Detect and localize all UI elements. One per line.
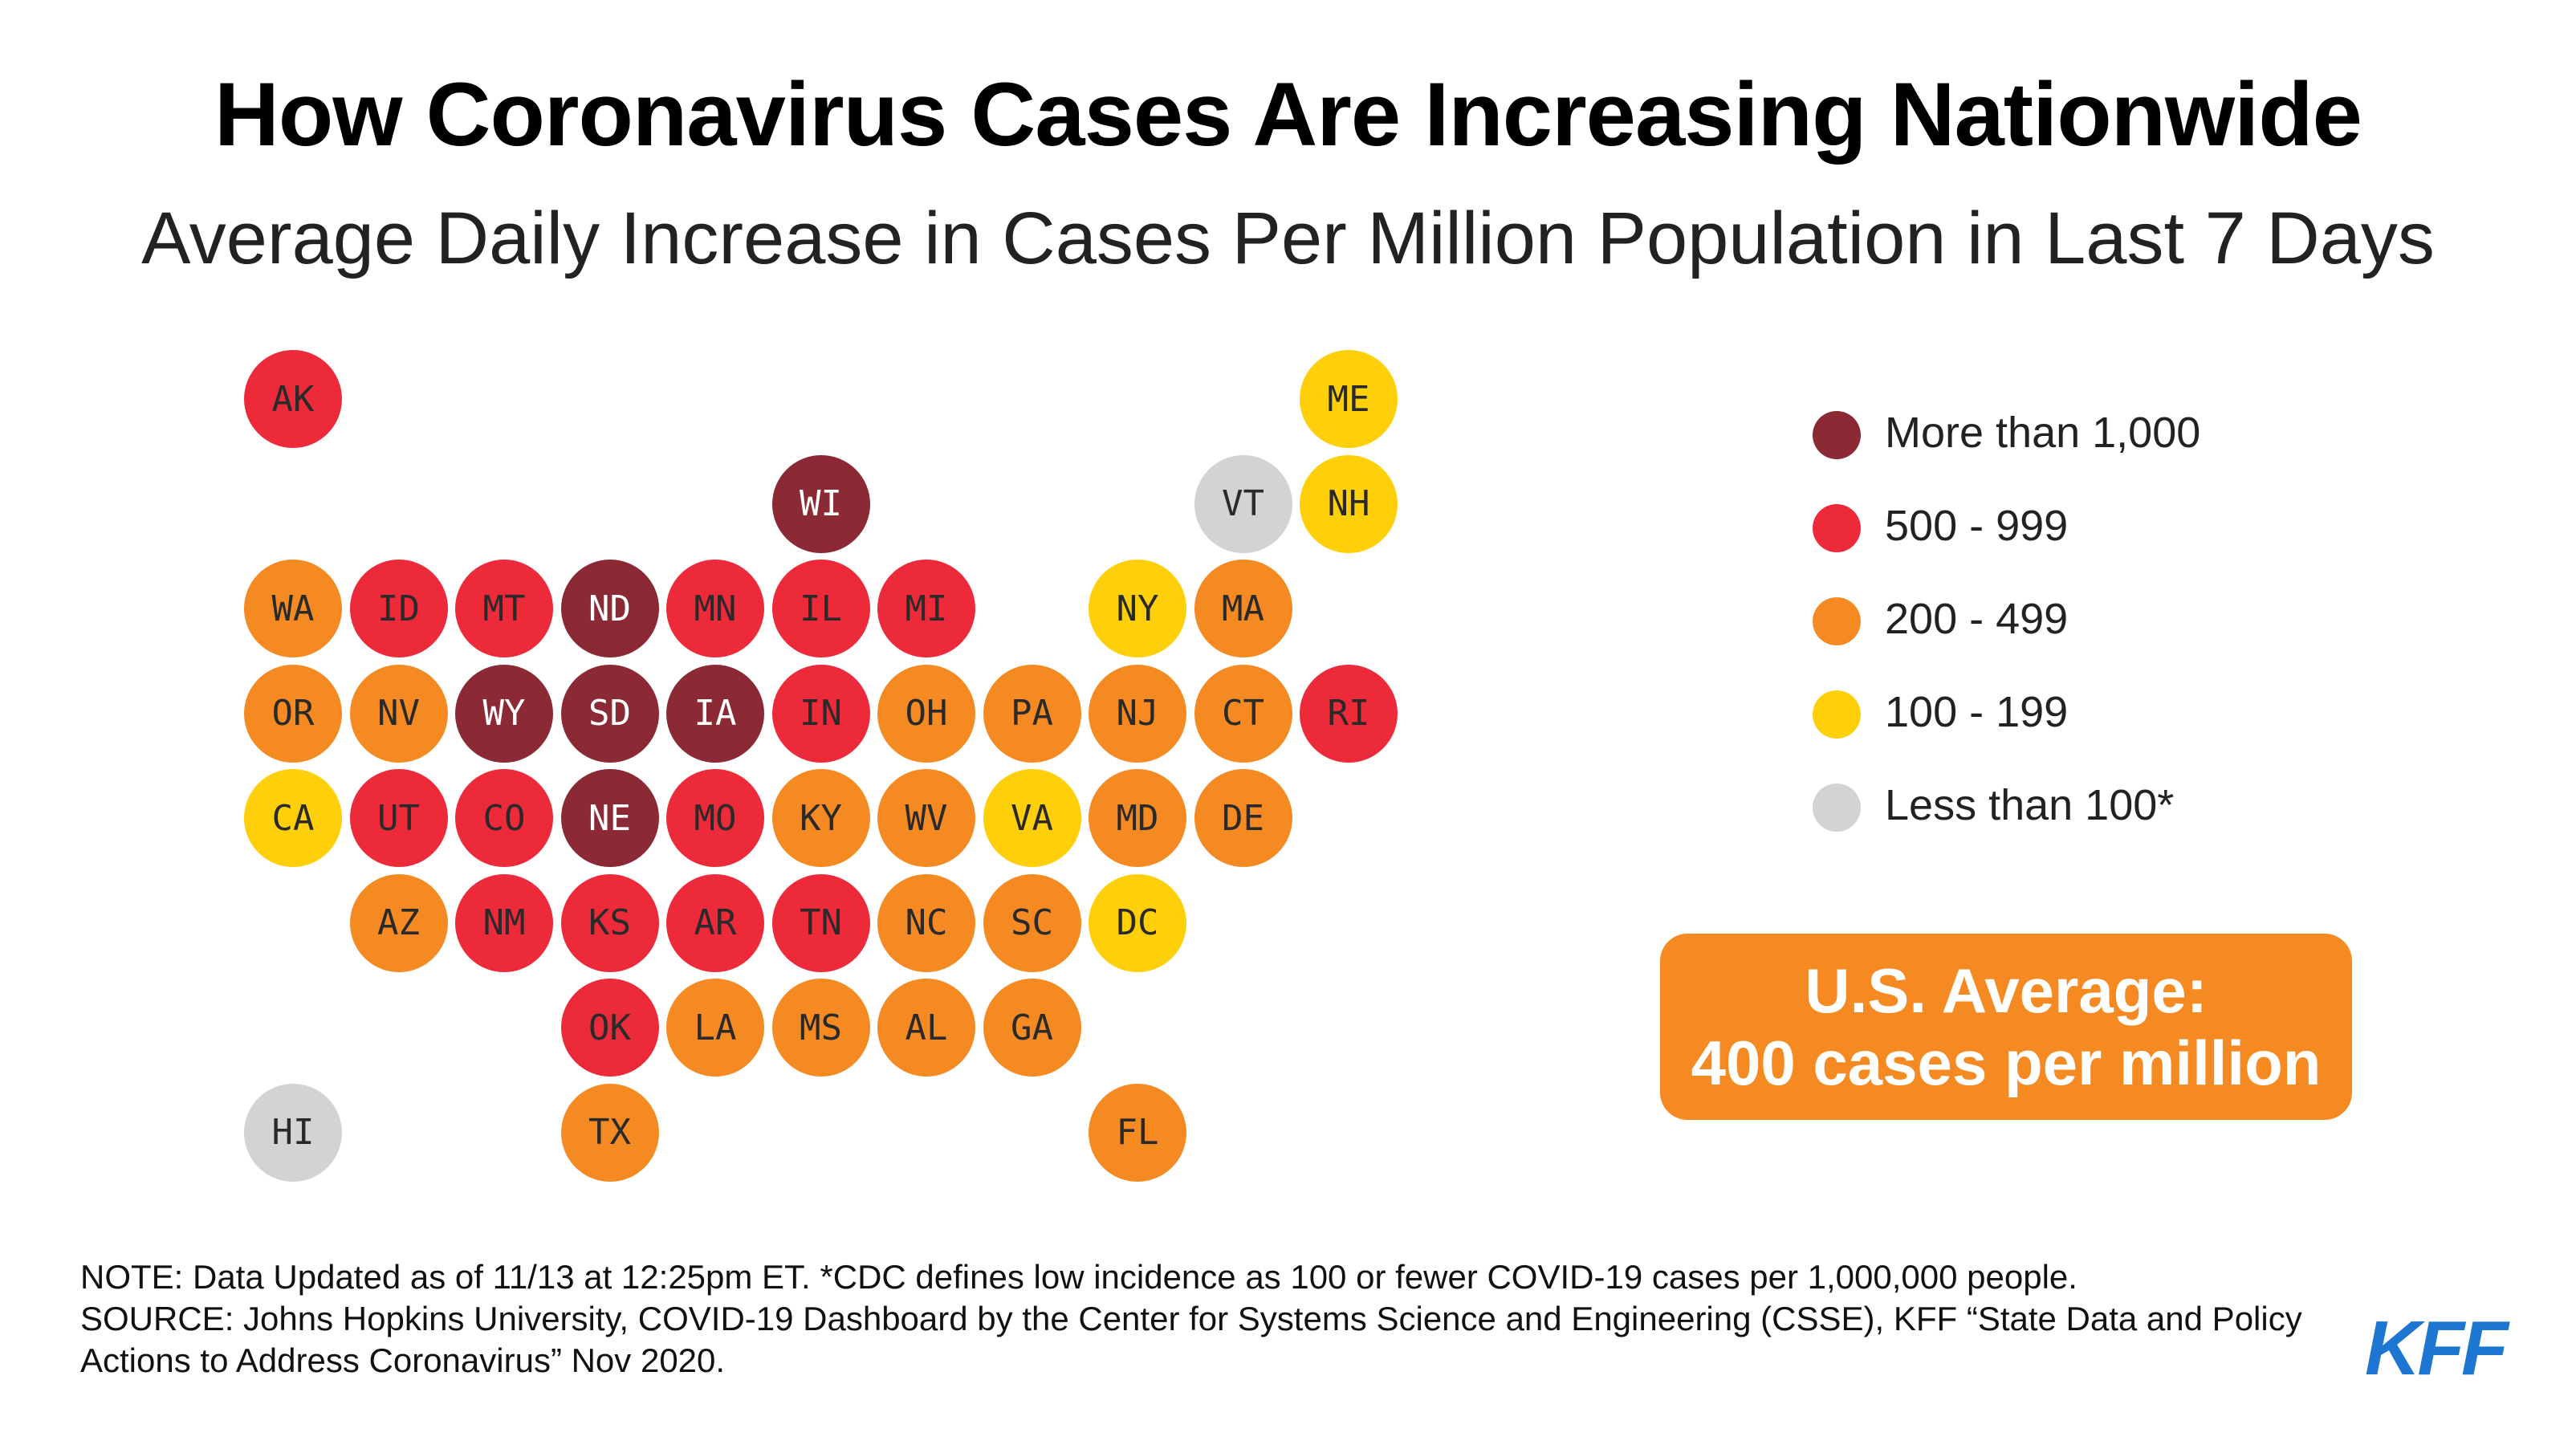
state-tile-wy: WY: [455, 664, 553, 763]
state-tile-sc: SC: [983, 873, 1081, 972]
state-tile-in: IN: [771, 664, 870, 763]
state-tile-ar: AR: [666, 873, 764, 972]
state-tile-va: VA: [983, 769, 1081, 867]
state-tile-la: LA: [666, 979, 764, 1077]
state-tile-ok: OK: [560, 979, 659, 1077]
state-tile-de: DE: [1194, 769, 1292, 867]
state-tile-al: AL: [877, 979, 975, 1077]
state-tile-il: IL: [771, 560, 870, 657]
state-tile-or: OR: [244, 664, 342, 763]
state-tile-id: ID: [349, 560, 448, 657]
state-tile-sd: SD: [560, 664, 659, 763]
legend-label: 100 - 199: [1885, 688, 2069, 736]
state-tile-mt: MT: [455, 560, 553, 657]
state-tile-nj: NJ: [1089, 664, 1186, 763]
us-average-box: U.S. Average: 400 cases per million: [1660, 934, 2352, 1120]
note-text: NOTE: Data Updated as of 11/13 at 12:25p…: [80, 1258, 2077, 1296]
state-tile-vt: VT: [1194, 454, 1292, 553]
state-tile-pa: PA: [983, 664, 1081, 763]
state-tile-az: AZ: [349, 873, 448, 972]
state-tile-nv: NV: [349, 664, 448, 763]
legend-dot: [1813, 690, 1861, 739]
state-tile-fl: FL: [1089, 1083, 1186, 1182]
state-tile-ak: AK: [244, 350, 342, 448]
state-tile-md: MD: [1089, 769, 1186, 867]
state-tile-nd: ND: [560, 560, 659, 657]
us-average-label: U.S. Average:: [1805, 955, 2208, 1026]
state-tile-co: CO: [455, 769, 553, 867]
state-tile-wa: WA: [244, 560, 342, 657]
chart-title: How Coronavirus Cases Are Increasing Nat…: [214, 64, 2362, 165]
footnotes: NOTE: Data Updated as of 11/13 at 12:25p…: [80, 1256, 2312, 1382]
state-tile-mn: MN: [666, 560, 764, 657]
state-tile-nm: NM: [455, 873, 553, 972]
legend-label: 200 - 499: [1885, 595, 2069, 643]
state-tile-me: ME: [1300, 350, 1398, 448]
state-tile-ri: RI: [1300, 664, 1398, 763]
state-tile-wv: WV: [877, 769, 975, 867]
legend-dot: [1813, 411, 1861, 459]
state-tile-ms: MS: [771, 979, 870, 1077]
state-tile-tn: TN: [771, 873, 870, 972]
state-tile-hi: HI: [244, 1083, 342, 1182]
state-tile-nc: NC: [877, 873, 975, 972]
legend-dot: [1813, 784, 1861, 832]
state-tile-ia: IA: [666, 664, 764, 763]
source-text: SOURCE: Johns Hopkins University, COVID-…: [80, 1300, 2302, 1379]
state-tile-ne: NE: [560, 769, 659, 867]
state-tile-ct: CT: [1194, 664, 1292, 763]
legend-dot: [1813, 597, 1861, 645]
state-tile-tx: TX: [560, 1083, 659, 1182]
state-tile-ky: KY: [771, 769, 870, 867]
state-tile-wi: WI: [771, 454, 870, 553]
kff-logo: KFF: [2365, 1305, 2509, 1391]
state-tile-ut: UT: [349, 769, 448, 867]
state-tile-mo: MO: [666, 769, 764, 867]
chart-subtitle: Average Daily Increase in Cases Per Mill…: [141, 197, 2435, 279]
state-tile-nh: NH: [1300, 454, 1398, 553]
state-tile-dc: DC: [1089, 873, 1186, 972]
state-tile-ca: CA: [244, 769, 342, 867]
us-average-value: 400 cases per million: [1691, 1028, 2322, 1098]
state-tile-oh: OH: [877, 664, 975, 763]
state-tile-ks: KS: [560, 873, 659, 972]
legend-label: Less than 100*: [1885, 781, 2175, 829]
legend-label: 500 - 999: [1885, 502, 2069, 550]
state-tile-ma: MA: [1194, 560, 1292, 657]
state-tile-mi: MI: [877, 560, 975, 657]
state-tile-ny: NY: [1089, 560, 1186, 657]
legend-label: More than 1,000: [1885, 409, 2201, 457]
state-tile-ga: GA: [983, 979, 1081, 1077]
legend-dot: [1813, 504, 1861, 552]
